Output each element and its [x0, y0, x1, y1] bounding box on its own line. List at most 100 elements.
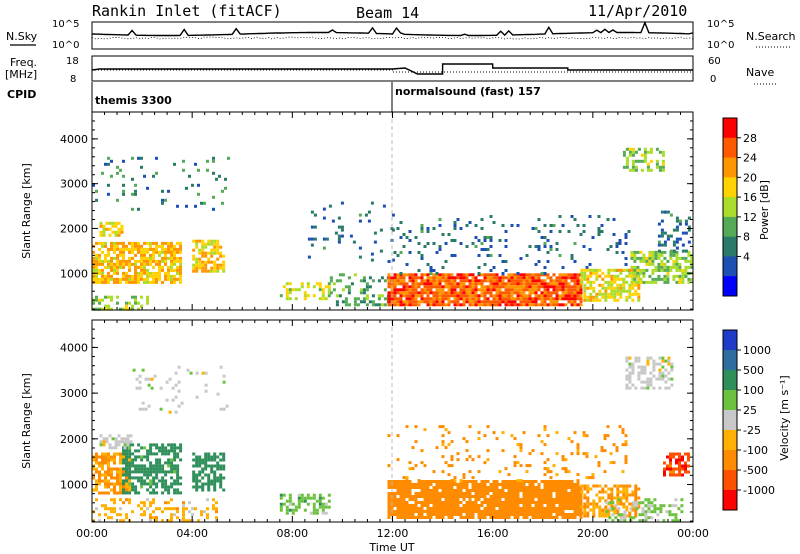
velocity-cell [619, 499, 623, 503]
power-cell [315, 282, 319, 286]
velocity-cell [495, 513, 499, 516]
velocity-cell [167, 443, 171, 447]
velocity-cell [119, 498, 122, 502]
velocity-cell [408, 495, 412, 498]
power-cell [429, 300, 433, 304]
power-cell [213, 260, 217, 264]
power-cell [119, 259, 122, 263]
velocity-cell [471, 483, 475, 486]
velocity-cell [653, 498, 657, 502]
velocity-cell [122, 473, 125, 477]
power-cell [167, 277, 170, 281]
velocity-cell [107, 464, 110, 468]
power-cell [426, 303, 430, 307]
power-cell [561, 273, 565, 277]
velocity-cell [637, 371, 641, 375]
velocity-cell [140, 446, 144, 450]
velocity-cell [480, 516, 484, 519]
velocity-cell [435, 516, 439, 519]
velocity-cell [624, 434, 628, 438]
colorbar-tick-label: -1000 [743, 484, 775, 497]
velocity-cell [414, 492, 418, 495]
power-cell [675, 246, 679, 250]
velocity-cell [516, 486, 520, 489]
velocity-cell [510, 513, 514, 516]
velocity-cell [149, 479, 153, 483]
velocity-cell [501, 510, 505, 513]
colorbar-tick-label: 16 [743, 191, 757, 204]
velocity-cell [678, 473, 681, 477]
power-cell [405, 236, 409, 239]
velocity-cell [640, 380, 644, 384]
velocity-cell [393, 504, 397, 507]
velocity-cell [579, 516, 583, 519]
power-cell [167, 271, 170, 275]
power-cell [393, 251, 397, 254]
power-cell [681, 268, 685, 272]
velocity-cell [101, 455, 104, 459]
power-cell [531, 282, 535, 286]
power-cell [152, 274, 155, 278]
velocity-cell [528, 483, 532, 486]
velocity-cell [186, 368, 190, 372]
velocity-cell [155, 443, 159, 447]
power-cell [531, 300, 535, 304]
velocity-cell [567, 486, 571, 489]
velocity-cell [122, 491, 125, 495]
power-cell [510, 276, 514, 280]
power-cell [216, 242, 220, 246]
velocity-cell [635, 504, 639, 508]
velocity-cell [180, 401, 184, 405]
power-cell [631, 283, 635, 287]
velocity-cell [480, 501, 484, 504]
velocity-cell [110, 476, 113, 480]
velocity-cell [312, 511, 316, 515]
power-cell [634, 292, 638, 296]
velocity-cell [174, 395, 178, 399]
velocity-cell [525, 504, 529, 507]
velocity-cell [417, 507, 421, 510]
power-cell [420, 254, 424, 257]
power-cell [537, 288, 541, 292]
velocity-cell [625, 514, 629, 518]
velocity-cell [489, 498, 493, 501]
power-cell [625, 280, 629, 284]
power-cell [362, 300, 366, 304]
power-cell [122, 183, 125, 187]
power-cell [117, 221, 121, 225]
power-cell [586, 277, 590, 281]
power-cell [666, 277, 670, 281]
power-cell [468, 282, 472, 286]
velocity-cell [474, 510, 478, 513]
power-cell [564, 303, 568, 307]
power-cell [678, 237, 682, 241]
power-cell [383, 279, 387, 283]
power-cell [188, 174, 191, 178]
velocity-cell [558, 480, 562, 483]
velocity-cell [167, 470, 171, 474]
power-cell [164, 241, 167, 245]
power-cell [444, 282, 448, 286]
power-cell [447, 300, 451, 304]
power-cell [525, 294, 529, 298]
velocity-cell [576, 492, 580, 495]
power-cell [396, 303, 400, 307]
velocity-cell [282, 502, 286, 506]
velocity-cell [631, 365, 635, 369]
velocity-cell [152, 501, 155, 505]
power-cell [504, 269, 508, 272]
velocity-cell [432, 470, 436, 474]
power-cell [134, 265, 137, 269]
nave-series-line [92, 69, 693, 73]
power-cell [501, 300, 505, 304]
power-cell [140, 253, 143, 257]
velocity-cell [468, 425, 472, 429]
velocity-cell [131, 485, 135, 489]
power-cell [672, 265, 676, 269]
x-tick-label: 12:00 [377, 527, 409, 540]
velocity-cell [143, 473, 147, 477]
power-cell [423, 285, 427, 289]
power-cell [347, 303, 351, 307]
power-cell [131, 156, 134, 160]
power-cell [651, 259, 655, 263]
